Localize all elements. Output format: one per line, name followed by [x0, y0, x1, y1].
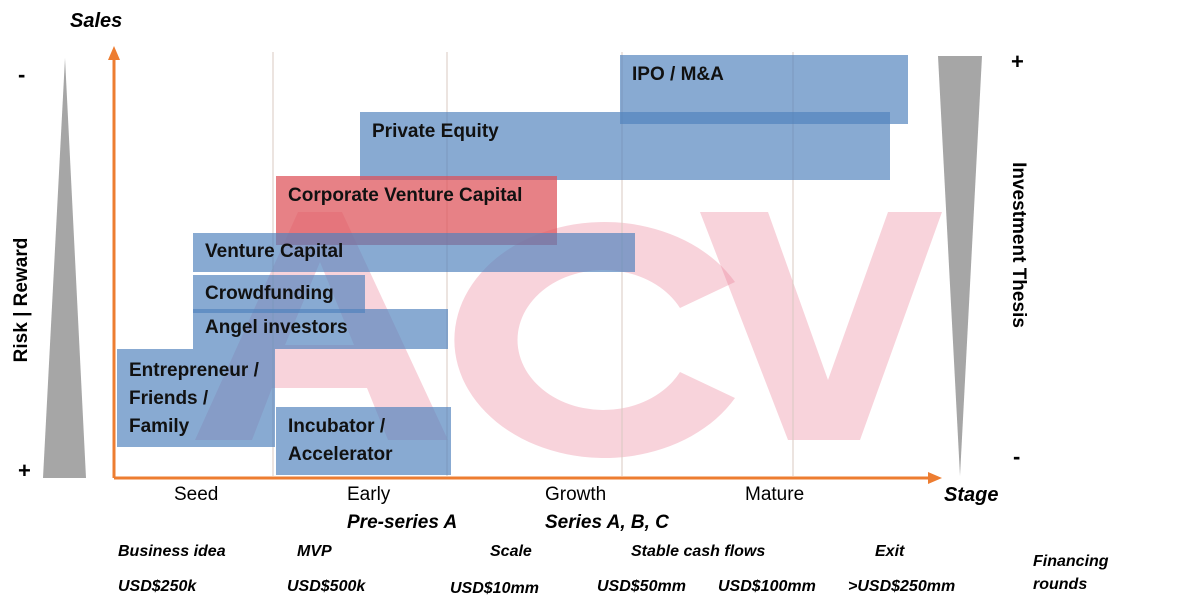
investment-thesis-label: Investment Thesis [1008, 162, 1029, 328]
amount-50mm: USD$50mm [597, 578, 686, 595]
bar-label: Private Equity [372, 121, 499, 142]
descriptor-stable-cash-flows: Stable cash flows [631, 543, 766, 560]
stage-growth: Growth [545, 484, 607, 505]
risk-triangle-icon [43, 58, 86, 478]
bar-label: Venture Capital [205, 241, 344, 262]
stage-mature: Mature [745, 484, 805, 505]
bar-label: IPO / M&A [632, 64, 724, 85]
thesis-triangle-icon [938, 56, 982, 476]
bar-angel-investors: Angel investors [193, 309, 448, 349]
stage-seed: Seed [174, 484, 219, 505]
left-top-sign: - [18, 62, 26, 87]
y-axis-arrow-icon [108, 46, 120, 60]
descriptor-mvp: MVP [297, 543, 332, 560]
stage-early-sub: Pre-series A [347, 512, 458, 533]
left-bottom-sign: + [18, 458, 31, 483]
right-bottom-sign: - [1013, 444, 1021, 469]
financing-rounds-label: Financing rounds [1033, 553, 1109, 593]
amount-250k: USD$250k [118, 578, 197, 595]
y-axis-label: Sales [70, 10, 123, 32]
bar-crowdfunding: Crowdfunding [193, 275, 365, 313]
x-axis-arrow-icon [928, 472, 942, 484]
amount-250mm: >USD$250mm [848, 578, 956, 595]
amount-100mm: USD$100mm [718, 578, 816, 595]
right-top-sign: + [1011, 49, 1024, 74]
bar-label: Angel investors [205, 317, 348, 338]
bar-label: Crowdfunding [205, 283, 334, 304]
amount-500k: USD$500k [287, 578, 366, 595]
bar-label: Incubator / Accelerator [288, 416, 393, 465]
bar-incubator-accelerator: Incubator / Accelerator [276, 407, 451, 475]
stage-early: Early [347, 484, 391, 505]
descriptor-scale: Scale [490, 543, 532, 560]
stage-growth-sub: Series A, B, C [545, 512, 669, 533]
bar-private-equity: Private Equity [360, 112, 890, 180]
bar-entrepreneur-friends-family: Entrepreneur / Friends / Family [117, 349, 275, 447]
descriptor-business-idea: Business idea [118, 543, 226, 560]
bar-label: Entrepreneur / Friends / Family [129, 360, 259, 437]
amount-10mm: USD$10mm [450, 580, 539, 597]
descriptor-exit: Exit [875, 543, 905, 560]
bar-venture-capital: Venture Capital [193, 233, 635, 272]
x-axis-label: Stage [944, 484, 999, 506]
risk-reward-label: Risk | Reward [11, 237, 32, 363]
bar-label: Corporate Venture Capital [288, 185, 523, 206]
